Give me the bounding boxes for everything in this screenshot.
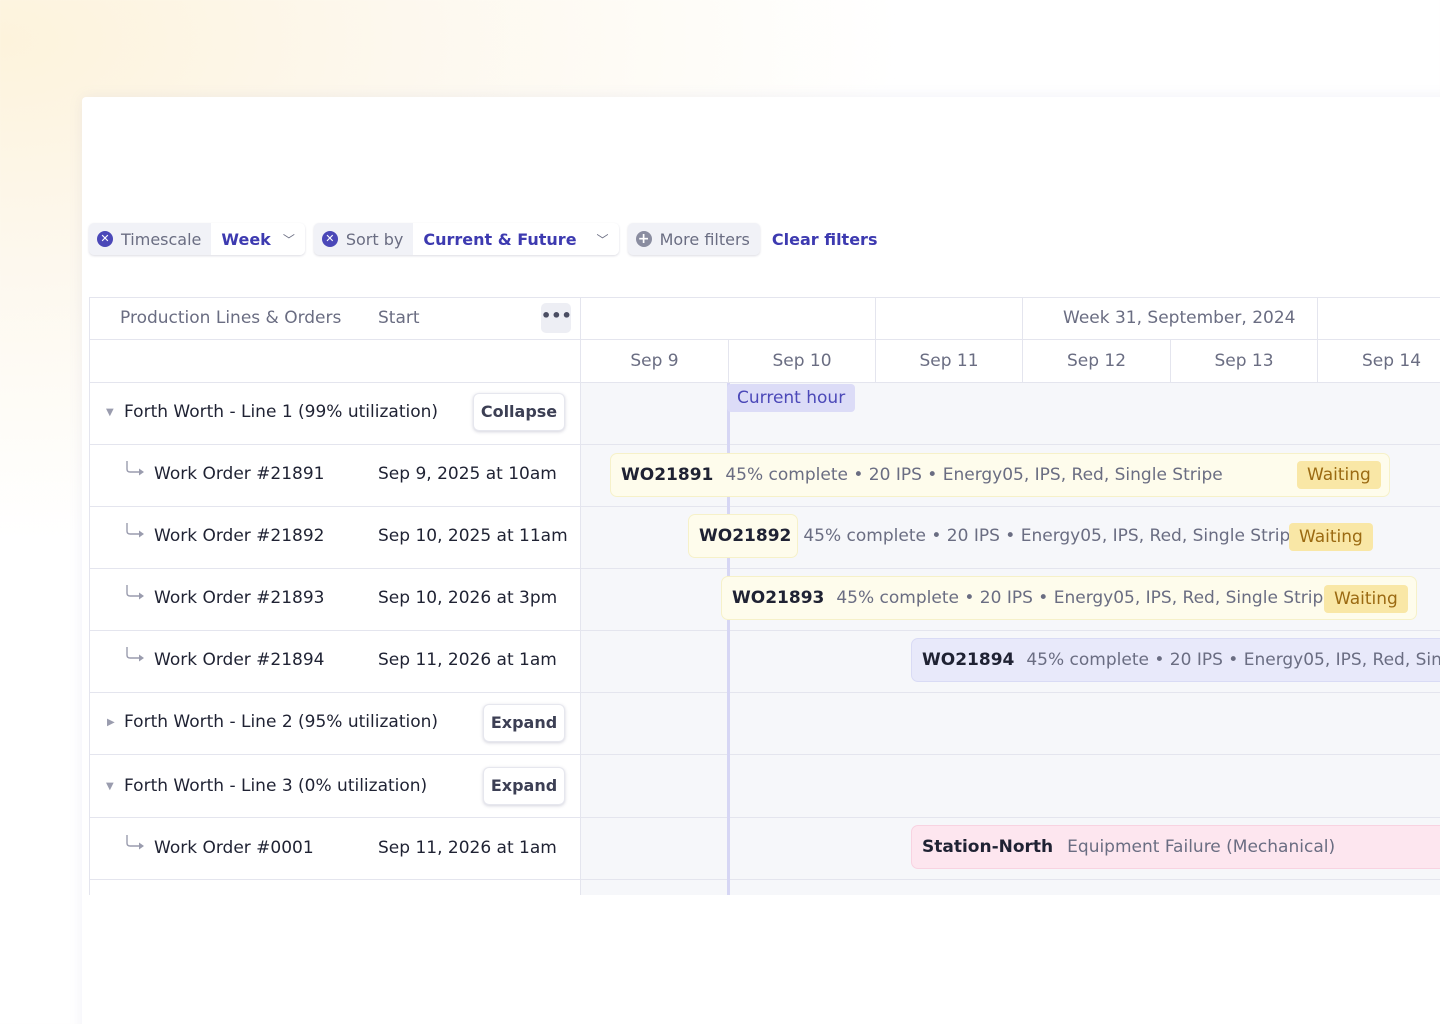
work-order-start: Sep 11, 2026 at 1am	[378, 650, 557, 670]
grid-line	[89, 879, 1440, 880]
current-hour-tag: Current hour	[727, 384, 856, 412]
sort-select[interactable]: Current & Future ﹀	[413, 223, 619, 255]
work-order-name[interactable]: Work Order #21892	[154, 526, 325, 546]
expand-button[interactable]: Expand	[483, 767, 565, 805]
timescale-label-seg: ✕ Timescale	[89, 223, 211, 255]
grid-line	[89, 506, 1440, 507]
sort-value: Current & Future	[423, 229, 577, 249]
grid-line	[89, 382, 1440, 383]
incident-bar[interactable]: Station-North Equipment Failure (Mechani…	[911, 825, 1440, 869]
bar-order-id: WO21891	[621, 465, 714, 485]
timescale-value: Week	[221, 229, 271, 249]
grid-line	[728, 339, 729, 382]
day-header: Sep 13	[1214, 351, 1274, 371]
sort-label: Sort by	[345, 229, 404, 249]
more-options-button[interactable]: •••	[541, 303, 572, 333]
work-order-start: Sep 11, 2026 at 1am	[378, 838, 557, 858]
day-header: Sep 11	[919, 351, 979, 371]
sort-filter[interactable]: ✕ Sort by Current & Future ﹀	[313, 223, 619, 255]
column-header-start: Start	[378, 308, 420, 328]
grid-line	[89, 754, 1440, 755]
more-filters-seg: + More filters	[628, 223, 760, 255]
bar-order-id: WO21893	[732, 588, 825, 608]
work-order-name[interactable]: Work Order #21891	[154, 464, 325, 484]
gantt-grid: Production Lines & Orders Start ••• Week…	[89, 297, 1440, 895]
grid-line	[580, 297, 581, 895]
bar-station: Station-North	[922, 837, 1054, 857]
grid-line	[89, 444, 1440, 445]
sub-item-arrow-icon	[126, 647, 144, 662]
grid-line	[1170, 339, 1171, 382]
grid-line	[89, 568, 1440, 569]
current-hour-line	[727, 383, 730, 895]
work-order-name[interactable]: Work Order #21893	[154, 588, 325, 608]
remove-filter-icon[interactable]: ✕	[97, 231, 113, 247]
work-order-start: Sep 10, 2025 at 11am	[378, 526, 568, 546]
bar-detail: 45% complete • 20 IPS • Energy05, IPS, R…	[1026, 650, 1440, 670]
bar-order-id: WO21894	[922, 650, 1015, 670]
more-filters-button[interactable]: + More filters	[627, 223, 760, 255]
work-order-bar[interactable]: WO21891 45% complete • 20 IPS • Energy05…	[610, 453, 1390, 497]
clear-filters-link[interactable]: Clear filters	[771, 229, 878, 249]
caret-right-icon[interactable]: ▶	[107, 717, 115, 728]
grid-line	[89, 297, 90, 895]
status-badge: Waiting	[1289, 523, 1373, 551]
expand-button[interactable]: Expand	[483, 704, 565, 742]
sub-item-arrow-icon	[126, 523, 144, 538]
sub-item-arrow-icon	[126, 461, 144, 476]
work-order-name[interactable]: Work Order #21894	[154, 650, 325, 670]
line-group-label: Forth Worth - Line 1 (99% utilization)	[124, 402, 439, 422]
sort-label-seg: ✕ Sort by	[314, 223, 414, 255]
remove-filter-icon[interactable]: ✕	[321, 231, 338, 247]
day-header: Sep 9	[630, 351, 679, 371]
plus-circle-icon: +	[635, 231, 652, 247]
caret-down-icon[interactable]: ▼	[106, 781, 114, 792]
grid-line	[89, 692, 1440, 693]
timescale-filter[interactable]: ✕ Timescale Week ﹀	[89, 223, 305, 255]
work-order-start: Sep 10, 2026 at 3pm	[378, 588, 558, 608]
timescale-select[interactable]: Week ﹀	[211, 223, 305, 255]
bar-detail: 45% complete • 20 IPS • Energy05, IPS, R…	[836, 588, 1334, 608]
bar-detail: 45% complete • 20 IPS • Energy05, IPS, R…	[725, 465, 1223, 485]
work-order-start: Sep 9, 2025 at 10am	[378, 464, 557, 484]
grid-line	[1022, 297, 1023, 382]
work-order-bar[interactable]: WO21892 45% complete • 20 IPS • Energy05…	[688, 514, 1301, 558]
collapse-button[interactable]: Collapse	[473, 393, 565, 431]
grid-line	[89, 817, 1440, 818]
day-header: Sep 14	[1361, 351, 1422, 371]
line-group-label: Forth Worth - Line 3 (0% utilization)	[124, 776, 428, 796]
sub-item-arrow-icon	[126, 835, 144, 850]
work-order-bar[interactable]: WO21894 45% complete • 20 IPS • Energy05…	[911, 638, 1440, 682]
grid-line	[89, 630, 1440, 631]
chevron-down-icon: ﹀	[282, 232, 295, 247]
sub-item-arrow-icon	[126, 585, 144, 600]
grid-line	[875, 297, 876, 382]
more-filters-label: More filters	[659, 229, 750, 249]
grid-line	[89, 297, 1440, 298]
caret-down-icon[interactable]: ▼	[106, 407, 114, 418]
bar-order-id: WO21892	[699, 526, 792, 546]
day-header: Sep 10	[772, 351, 832, 371]
bar-detail: Equipment Failure (Mechanical)	[1067, 837, 1336, 857]
week-title: Week 31, September, 2024	[1063, 308, 1296, 328]
work-order-name[interactable]: Work Order #0001	[154, 838, 314, 858]
grid-line	[89, 339, 1440, 340]
bar-detail: 45% complete • 20 IPS • Energy05, IPS, R…	[803, 526, 1301, 546]
status-badge: Waiting	[1324, 585, 1408, 613]
column-header-name: Production Lines & Orders	[120, 308, 342, 328]
status-badge: Waiting	[1297, 461, 1381, 489]
filter-bar: ✕ Timescale Week ﹀ ✕ Sort by Current & F…	[89, 223, 877, 255]
grid-line	[1317, 297, 1318, 382]
work-order-bar[interactable]: WO21893 45% complete • 20 IPS • Energy05…	[721, 576, 1417, 620]
timescale-label: Timescale	[121, 229, 202, 249]
line-group-label: Forth Worth - Line 2 (95% utilization)	[124, 712, 439, 732]
chevron-down-icon: ﹀	[596, 232, 609, 247]
day-header: Sep 12	[1066, 351, 1127, 371]
